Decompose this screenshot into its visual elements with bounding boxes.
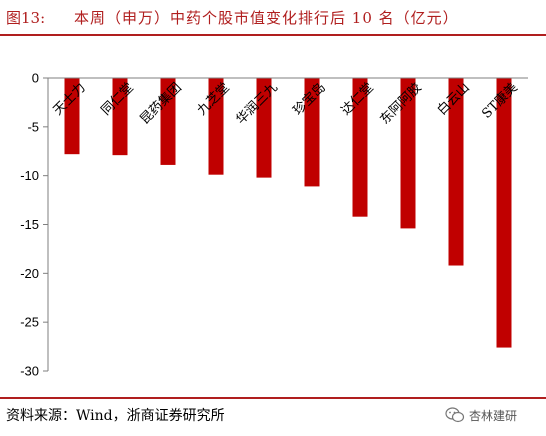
figure-label: 图13: [6,9,46,27]
title-row: 图13: 本周（申万）中药个股市值变化排行后 10 名（亿元） [0,0,546,34]
bottom-rule [0,397,546,399]
bar-3 [160,78,176,165]
bar-4 [208,78,224,175]
watermark-text: 杏林建研 [469,408,518,423]
y-tick-label: -15 [20,217,39,232]
source-note: 资料来源：Wind，浙商证券研究所 [6,408,225,424]
y-tick-label: -30 [20,364,39,379]
bar-1 [64,78,80,155]
y-tick-label: -5 [27,119,39,134]
y-tick-label: -25 [20,315,39,330]
wechat-icon [445,407,465,423]
y-tick-label: -20 [20,266,39,281]
bar-2 [112,78,128,156]
bar-9 [448,78,464,266]
y-tick-label: 0 [32,71,39,86]
bar-6 [304,78,320,187]
bar-7 [352,78,368,217]
chart-title: 本周（申万）中药个股市值变化排行后 10 名（亿元） [74,9,459,27]
bar-5 [256,78,272,178]
top-rule [0,34,546,36]
y-tick-label: -10 [20,168,39,183]
bar-8 [400,78,416,229]
watermark: 杏林建研 [445,403,517,427]
bar-10 [496,78,512,348]
